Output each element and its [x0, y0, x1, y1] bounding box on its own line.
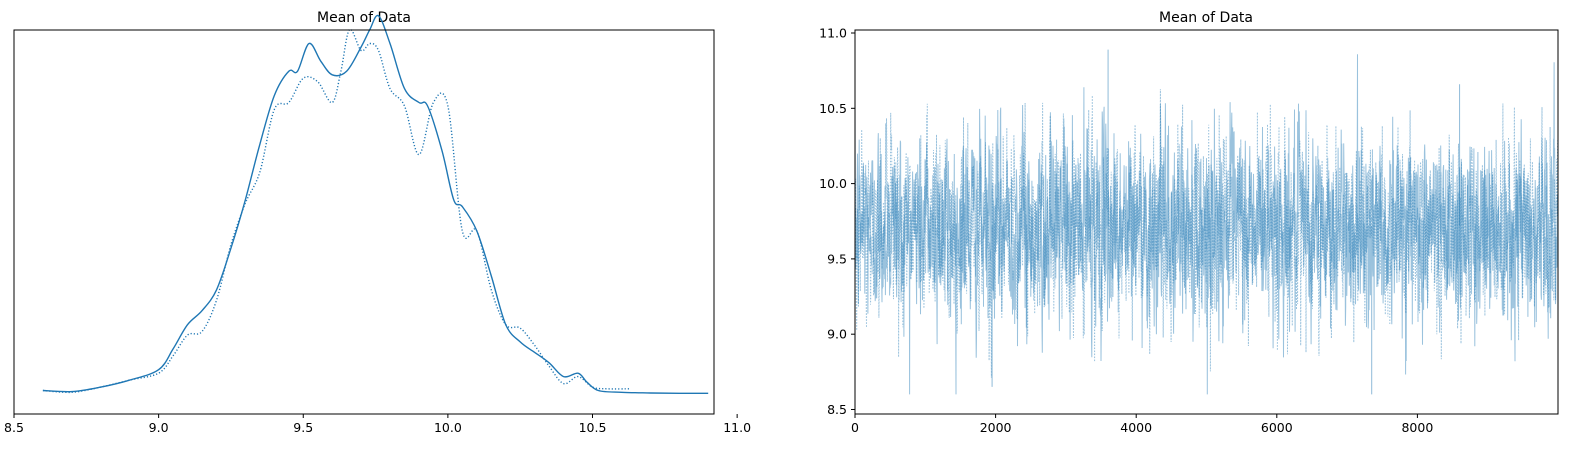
trace-line-dotted	[854, 89, 1559, 378]
density-x-tick-label: 9.0	[149, 420, 169, 435]
density-x-tick-label: 11.0	[723, 420, 751, 435]
trace-y-tick-label: 9.0	[827, 327, 847, 342]
trace-x-tick-label: 2000	[980, 420, 1012, 435]
trace-x-tick-label: 0	[851, 420, 859, 435]
trace-y-tick-label: 10.5	[819, 101, 847, 116]
trace-y-tick-label: 8.5	[827, 402, 847, 417]
density-frame	[13, 29, 715, 415]
trace-y-ticks: 8.5 9.0 9.5 10.0 10.5 11.0	[819, 26, 855, 417]
density-x-tick-label: 8.5	[4, 420, 24, 435]
density-x-tick-label: 10.0	[434, 420, 462, 435]
density-plot-area	[42, 14, 709, 395]
trace-axes: Mean of Data 0 2000 4000 6000 8000 8.5 9.0 9.5…	[819, 10, 1559, 435]
trace-line-solid	[854, 54, 1559, 395]
density-x-ticks: 8.5 9.0 9.5 10.0 10.5 11.0	[4, 414, 751, 435]
trace-y-tick-label: 9.5	[827, 251, 847, 266]
trace-plot-area	[854, 49, 1559, 395]
density-line-dotted	[42, 28, 631, 394]
trace-frame	[854, 29, 1559, 415]
trace-title: Mean of Data	[1159, 10, 1253, 26]
density-axes: Mean of Data 8.5 9.0 9.5 10.0 10.5 11.0	[4, 10, 751, 435]
trace-x-ticks: 0 2000 4000 6000 8000	[851, 414, 1433, 435]
trace-y-tick-label: 11.0	[819, 26, 847, 41]
trace-y-tick-label: 10.0	[819, 176, 847, 191]
density-line-solid	[42, 14, 709, 395]
density-x-tick-label: 10.5	[579, 420, 607, 435]
trace-x-tick-label: 6000	[1261, 420, 1293, 435]
trace-x-tick-label: 8000	[1401, 420, 1433, 435]
trace-x-tick-label: 4000	[1120, 420, 1152, 435]
density-title: Mean of Data	[317, 10, 411, 26]
density-x-tick-label: 9.5	[293, 420, 313, 435]
